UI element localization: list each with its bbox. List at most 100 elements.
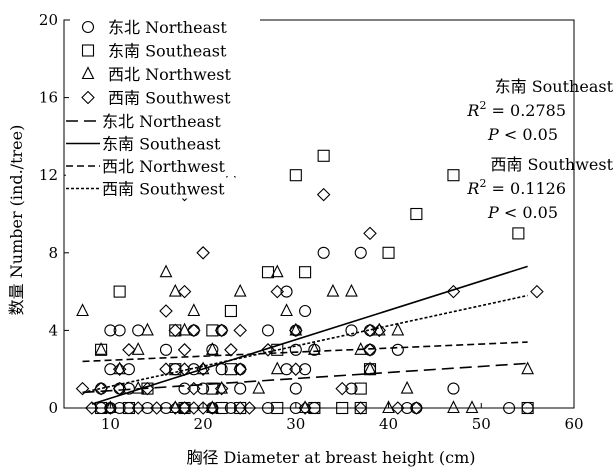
triangle-point [187,303,201,317]
diamond-point [363,323,377,338]
y-tick-label: 8 [48,244,58,262]
legend-line-label: 东北 Northeast [102,112,221,131]
triangle-point [205,342,219,355]
x-axis-title: 胸径 Diameter at breast height (cm) [186,448,475,467]
diamond-point [214,381,229,396]
diamond-point [159,304,173,318]
legend-line-label: 西南 Southwest [102,180,225,199]
diamond-point [187,323,201,338]
square-point [271,401,284,415]
square-point [317,149,330,162]
diamond-point [409,401,424,415]
circle-point [261,401,275,415]
triangle-point [298,400,312,414]
trendlines [82,265,528,405]
x-tick-label: 60 [564,415,583,433]
diamond-point [122,343,136,357]
triangle-point [168,400,182,414]
triangle-point [270,361,284,375]
diamond-point [187,381,201,396]
annotation-series: 西南 Southwest [490,155,613,174]
circle-point [299,304,312,318]
circle-point [234,382,247,395]
triangle-point [205,400,219,414]
diamond-point [75,381,90,396]
square-point [113,285,126,298]
legend-line-label: 东南 Southeast [102,135,221,154]
legend-marker-triangle [81,66,95,80]
annotation-p: P < 0.05 [487,203,558,222]
legend-label: 西北 Northwest [108,65,231,84]
trendline-1 [91,265,528,405]
triangle-point [382,400,395,414]
circle-point [224,401,237,415]
square-point [512,227,525,240]
plot-frame [63,19,575,409]
square-point [336,401,349,415]
regression-annotations: 东南 Southeast R2 = 0.2785 P < 0.05 西南 Southw… [466,77,613,222]
triangle-point [131,342,145,355]
square-point [382,246,395,259]
diamond-point [233,401,247,415]
y-tick-label: 4 [48,321,58,339]
diamond-point [196,362,210,376]
triangle-point [400,380,414,394]
legend-bg [70,39,260,61]
legend-marker-circle [81,20,95,34]
diamond-point [353,401,368,415]
legend-label: 西南 Southwest [108,89,231,108]
square-point [447,169,460,182]
circle-point [141,401,154,415]
trendline-3 [82,294,528,394]
triangle-point [141,322,154,336]
y-tick-label: 20 [39,11,58,29]
trendline-0 [82,362,528,394]
square-point [299,266,312,279]
diamond-point [242,401,257,415]
circle-point [317,246,330,259]
circle-point [159,343,173,356]
diamond-point [177,343,192,357]
circle-point [215,363,228,376]
triangle-point [252,380,266,394]
triangle-point [372,322,386,336]
x-tick-label: 10 [101,415,120,433]
circle-point [391,343,404,356]
legend-line-label: 西北 Northwest [102,157,225,176]
diamond-point [177,362,192,376]
diamond-point [261,343,275,357]
triangle-point [521,361,535,375]
square-point [122,401,135,415]
y-tick-label: 0 [48,399,58,417]
x-tick-label: 30 [286,415,305,433]
legend-label: 东南 Southeast [108,42,227,61]
diamond-point [298,401,312,415]
triangle-point [103,400,117,414]
triangle-point [159,264,173,278]
axes: 10 20 30 40 50 60 0 4 8 12 16 20 [39,11,584,433]
diamond-point [131,401,145,415]
triangle-point [289,322,303,336]
diamond-point [270,284,285,299]
diamond-point [85,401,99,415]
triangle-point [233,283,247,297]
triangle-point [391,322,405,336]
legend-bg [66,110,260,131]
diamond-point [177,284,192,299]
diamond-point [446,284,461,299]
circle-point [280,285,293,298]
circle-point [299,363,312,376]
y-tick-label: 12 [39,166,58,184]
triangle-point [113,361,127,375]
legend-bg [66,132,260,154]
diamond-point [112,381,127,396]
diamond-point [335,381,349,396]
triangle-point [280,303,293,317]
diamond-point [168,323,183,338]
legend-bg [70,63,260,84]
y-axis-title: 数量 Number (ind./tree) [7,125,26,316]
triangle-point [215,380,229,394]
circle-point [354,246,367,259]
circle-point [289,382,302,395]
